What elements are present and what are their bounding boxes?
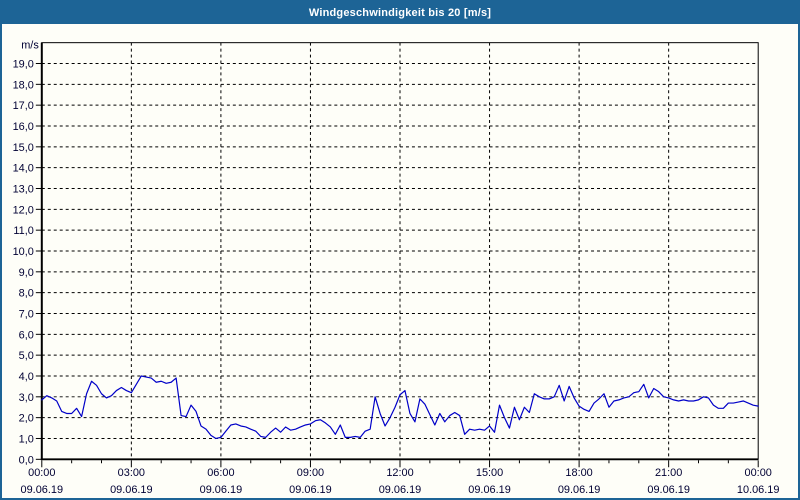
y-tick-label: 17,0 [13, 100, 34, 112]
y-axis-unit-label: m/s [21, 40, 39, 52]
x-tick-time-label: 09:00 [297, 467, 324, 479]
y-tick-label: 1,0 [19, 433, 34, 445]
y-tick-label: 14,0 [13, 163, 34, 175]
y-tick-label: 3,0 [19, 392, 34, 404]
y-tick-label: 19,0 [13, 58, 34, 70]
x-tick-date-label: 09.06.19 [558, 484, 601, 496]
x-tick-time-label: 15:00 [476, 467, 503, 479]
x-tick-date-label: 09.06.19 [200, 484, 243, 496]
x-tick-time-label: 00:00 [745, 467, 772, 479]
x-tick-time-label: 06:00 [207, 467, 234, 479]
wind-speed-series-line [41, 375, 759, 440]
x-tick-time-label: 03:00 [118, 467, 145, 479]
y-tick-label: 9,0 [19, 267, 34, 279]
x-tick-time-label: 00:00 [28, 467, 55, 479]
x-tick-time-label: 18:00 [565, 467, 592, 479]
x-tick-time-label: 12:00 [386, 467, 413, 479]
x-tick-date-label: 09.06.19 [110, 484, 153, 496]
y-tick-label: 15,0 [13, 142, 34, 154]
x-tick-date-label: 09.06.19 [468, 484, 511, 496]
y-tick-label: 0,0 [19, 454, 34, 466]
y-tick-label: 4,0 [19, 371, 34, 383]
y-tick-label: 18,0 [13, 79, 34, 91]
x-tick-date-label: 09.06.19 [379, 484, 422, 496]
x-tick-date-label: 09.06.19 [21, 484, 64, 496]
y-tick-label: 16,0 [13, 121, 34, 133]
window-title-bar: Windgeschwindigkeit bis 20 [m/s] [2, 2, 798, 24]
y-tick-label: 13,0 [13, 183, 34, 195]
x-tick-date-label: 09.06.19 [647, 484, 690, 496]
x-tick-time-label: 21:00 [655, 467, 682, 479]
y-tick-label: 6,0 [19, 329, 34, 341]
y-tick-label: 8,0 [19, 288, 34, 300]
y-tick-label: 10,0 [13, 246, 34, 258]
window-title: Windgeschwindigkeit bis 20 [m/s] [308, 7, 492, 19]
y-tick-label: 12,0 [13, 204, 34, 216]
y-tick-label: 7,0 [19, 308, 34, 320]
x-tick-date-label: 10.06.19 [737, 484, 780, 496]
x-tick-date-label: 09.06.19 [289, 484, 332, 496]
y-tick-label: 5,0 [19, 350, 34, 362]
y-tick-label: 2,0 [19, 413, 34, 425]
y-tick-label: 11,0 [13, 225, 33, 237]
